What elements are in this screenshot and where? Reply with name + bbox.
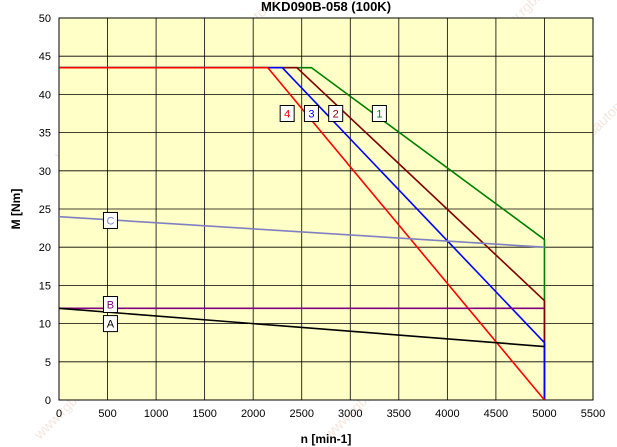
x-tick-label: 3500 [387, 408, 411, 420]
series-label-B: B [102, 296, 118, 313]
series-lines [58, 66, 546, 401]
grid [59, 18, 593, 400]
series-label-4: 4 [279, 105, 295, 122]
series-label-C: C [102, 211, 118, 229]
x-tick-label: 3000 [338, 408, 362, 420]
series-line-4 [59, 66, 546, 401]
y-tick-label: 15 [39, 280, 51, 292]
y-tick-label: 40 [39, 89, 51, 101]
y-tick-label: 20 [39, 242, 51, 254]
x-axis-label: n [min-1] [301, 432, 352, 446]
chart-title: MKD090B-058 (100K) [261, 0, 391, 14]
x-tick-label: 5000 [532, 408, 556, 420]
x-tick-label: 500 [98, 408, 116, 420]
series-labels: 1 2 3 4 C BA [102, 105, 387, 333]
svg-text:4: 4 [284, 109, 290, 121]
y-tick-label: 30 [39, 166, 51, 178]
series-label-2: 2 [328, 105, 344, 122]
series-label-A: A [102, 315, 118, 333]
svg-text:3: 3 [308, 109, 314, 121]
x-tick-label: 1500 [192, 408, 216, 420]
x-tick-label: 5500 [581, 408, 605, 420]
x-tick-label: 0 [56, 408, 62, 420]
series-line-A [58, 307, 545, 348]
y-tick-label: 35 [39, 128, 51, 140]
y-tick-label: 0 [45, 395, 51, 407]
svg-text:A: A [107, 319, 115, 331]
x-tick-label: 2500 [289, 408, 313, 420]
y-tick-label: 25 [39, 204, 51, 216]
svg-text:2: 2 [333, 109, 339, 121]
series-label-3: 3 [303, 105, 319, 122]
y-axis-label: M [Nm] [9, 189, 23, 230]
y-tick-labels: 0 5 10 15 20 25 30 35 40 45 50 [39, 13, 51, 407]
svg-text:C: C [106, 215, 114, 227]
series-label-1: 1 [371, 105, 387, 122]
x-tick-label: 2000 [241, 408, 265, 420]
svg-text:1: 1 [376, 109, 382, 121]
y-tick-label: 5 [45, 357, 51, 369]
x-tick-label: 1000 [144, 408, 168, 420]
x-tick-labels: 0 500 1000 1500 2000 2500 3000 3500 4000 4500 5000… [56, 408, 605, 420]
svg-text:B: B [107, 300, 114, 312]
x-tick-label: 4000 [435, 408, 459, 420]
y-tick-label: 50 [39, 13, 51, 25]
series-line-C [58, 215, 545, 248]
y-tick-label: 10 [39, 319, 51, 331]
x-tick-label: 4500 [484, 408, 508, 420]
y-tick-label: 45 [39, 51, 51, 63]
